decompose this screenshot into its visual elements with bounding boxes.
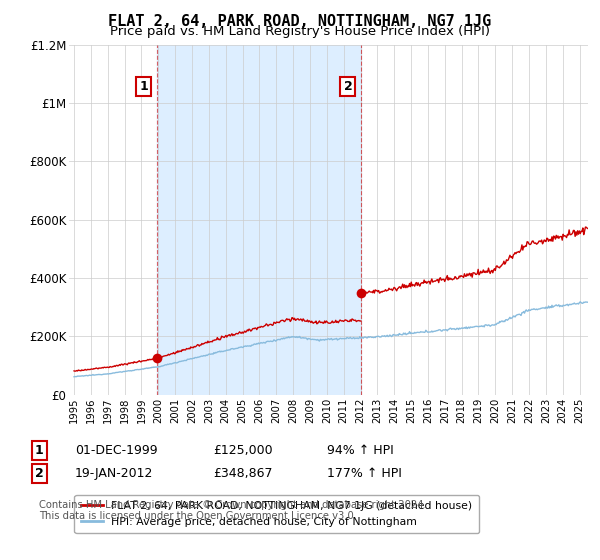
Text: £125,000: £125,000 bbox=[213, 444, 272, 458]
Legend: FLAT 2, 64, PARK ROAD, NOTTINGHAM, NG7 1JG (detached house), HPI: Average price,: FLAT 2, 64, PARK ROAD, NOTTINGHAM, NG7 1… bbox=[74, 494, 479, 533]
Text: Price paid vs. HM Land Registry's House Price Index (HPI): Price paid vs. HM Land Registry's House … bbox=[110, 25, 490, 38]
Text: 94% ↑ HPI: 94% ↑ HPI bbox=[327, 444, 394, 458]
Text: FLAT 2, 64, PARK ROAD, NOTTINGHAM, NG7 1JG: FLAT 2, 64, PARK ROAD, NOTTINGHAM, NG7 1… bbox=[109, 14, 491, 29]
Text: 1: 1 bbox=[139, 80, 148, 94]
Text: 19-JAN-2012: 19-JAN-2012 bbox=[75, 466, 154, 480]
Text: £348,867: £348,867 bbox=[213, 466, 272, 480]
Text: 2: 2 bbox=[35, 466, 43, 480]
Text: 1: 1 bbox=[35, 444, 43, 458]
Text: 2: 2 bbox=[344, 80, 352, 94]
Text: Contains HM Land Registry data © Crown copyright and database right 2024.
This d: Contains HM Land Registry data © Crown c… bbox=[39, 500, 427, 521]
Bar bbox=[157, 45, 361, 395]
Text: 01-DEC-1999: 01-DEC-1999 bbox=[75, 444, 158, 458]
Text: 177% ↑ HPI: 177% ↑ HPI bbox=[327, 466, 402, 480]
